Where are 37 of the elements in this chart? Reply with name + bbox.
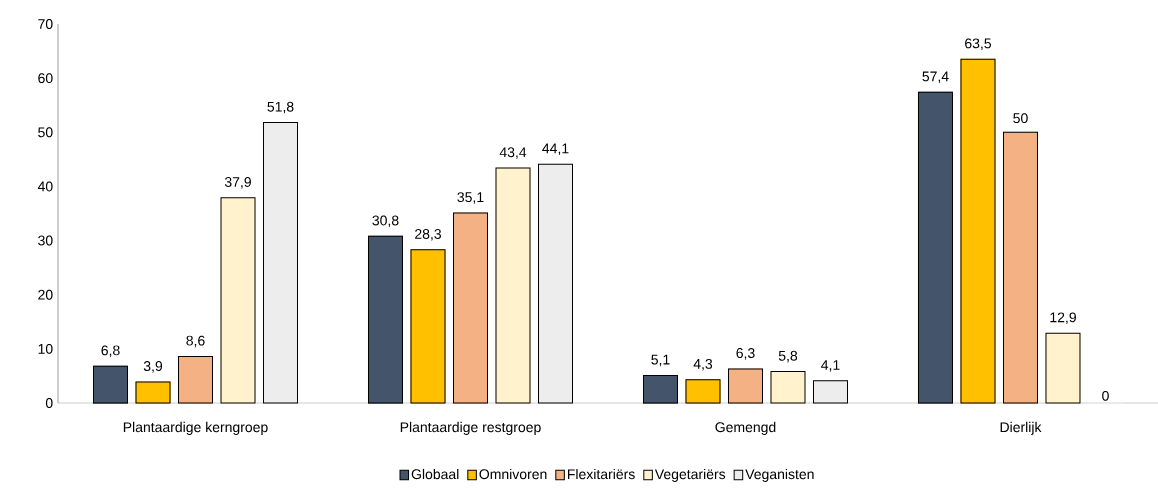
y-tick-label: 30 [38, 235, 53, 246]
y-tick-label: 70 [38, 19, 53, 29]
data-label: 57,4 [922, 71, 949, 84]
data-label: 4,3 [693, 358, 713, 371]
legend-label: Flexitariërs [567, 468, 635, 480]
y-tick-label: 50 [38, 127, 53, 138]
data-label: 3,9 [143, 361, 163, 373]
y-tick-label: 10 [38, 343, 53, 354]
y-tick-label: 20 [38, 289, 53, 300]
legend-label: Omnivoren [479, 468, 547, 480]
data-label: 50 [1013, 113, 1028, 124]
data-label: 43,4 [499, 147, 527, 159]
data-label: 30,8 [372, 215, 399, 228]
data-label: 5,8 [778, 350, 798, 363]
x-tick-label: Plantaardige kerngroep [123, 421, 268, 435]
data-label: 44,1 [542, 143, 569, 156]
x-tick-label: Dierlijk [1000, 421, 1042, 435]
data-label: 4,1 [821, 360, 840, 372]
y-tick-label: 60 [38, 73, 53, 84]
legend-label: Vegetariërs [654, 468, 726, 482]
data-label: 6,3 [736, 348, 755, 360]
data-label: 63,5 [965, 38, 992, 50]
data-label: 12,9 [1050, 312, 1076, 324]
data-label: 35,1 [457, 192, 484, 204]
data-label: 8,6 [186, 335, 205, 348]
data-label: 0 [1102, 390, 1109, 401]
data-label: 5,1 [651, 354, 670, 367]
data-label: 6,8 [101, 345, 120, 357]
y-tick-label: 0 [45, 398, 53, 408]
data-label: 51,8 [267, 101, 294, 114]
data-label: 28,3 [415, 229, 441, 241]
x-tick-label: Gemengd [715, 421, 776, 435]
x-tick-label: Plantaardige restgroep [400, 421, 541, 435]
legend-label: Globaal [411, 468, 459, 480]
y-tick-label: 40 [37, 181, 53, 192]
data-label: 37,9 [224, 177, 251, 189]
legend-label: Veganisten [745, 468, 814, 482]
